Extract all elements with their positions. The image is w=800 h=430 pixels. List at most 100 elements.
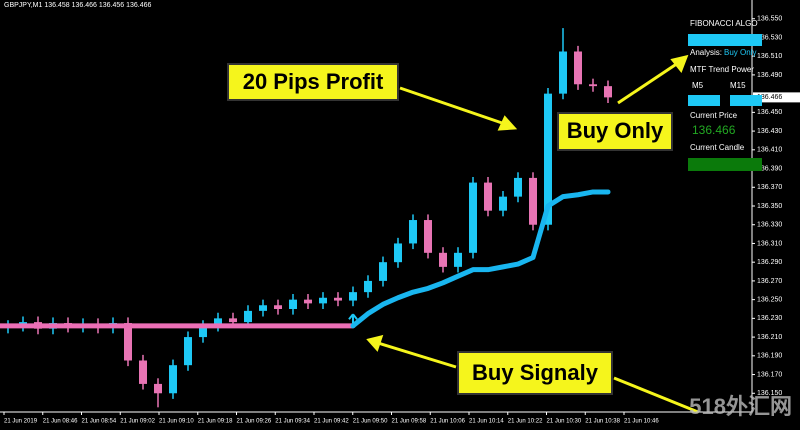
- arrow: [617, 61, 679, 105]
- candle-body: [199, 325, 207, 338]
- arrow-head: [497, 115, 518, 131]
- arrow: [613, 376, 699, 414]
- candle-body: [259, 305, 267, 311]
- candle-body: [214, 318, 222, 326]
- x-tick-label: 21 Jun 09:18: [198, 419, 233, 425]
- candle-body: [544, 93, 552, 225]
- candle-body: [529, 177, 537, 225]
- candle-body: [304, 299, 312, 304]
- arrow: [399, 86, 506, 126]
- x-tick-label: 21 Jun 08:54: [82, 419, 117, 425]
- current-price-box: [753, 92, 800, 103]
- candle-body: [484, 182, 492, 211]
- y-tick-label: 136.370: [757, 184, 782, 191]
- annotation-arrows: [366, 54, 699, 414]
- panel-label: M15: [730, 81, 746, 90]
- y-tick-label: 136.450: [757, 109, 782, 116]
- annotation: Buy Signaly: [472, 360, 599, 385]
- y-tick-label: 136.510: [757, 53, 782, 60]
- panel-title: FIBONACCI ALGO: [690, 19, 758, 28]
- candle-body: [379, 262, 387, 281]
- panel-price: 136.466: [692, 123, 736, 137]
- candle-body: [334, 297, 342, 301]
- indicator-line: [350, 189, 611, 329]
- y-tick-label: 136.270: [757, 278, 782, 285]
- x-tick-label: 21 Jun 10:22: [508, 419, 543, 425]
- panel-label: Current Candle: [690, 143, 745, 152]
- panel-bar: [688, 34, 762, 46]
- panel-label: Analysis:: [690, 48, 722, 57]
- panel-bar: [688, 95, 720, 106]
- candle-body: [169, 365, 177, 394]
- y-tick-label: 136.250: [757, 296, 782, 303]
- y-tick-label: 136.310: [757, 240, 782, 247]
- candle-body: [454, 252, 462, 267]
- candle-body: [469, 182, 477, 253]
- candle-body: [574, 51, 582, 85]
- chart-title: GBPJPY,M1 136.458 136.466 136.456 136.46…: [4, 2, 151, 9]
- arrow-head: [366, 334, 384, 352]
- y-tick-label: 136.530: [757, 34, 782, 41]
- x-tick-label: 21 Jun 09:42: [314, 419, 349, 425]
- x-tick-label: 21 Jun 10:14: [469, 419, 504, 425]
- annotation-box: [457, 351, 613, 395]
- x-tick-label: 21 Jun 09:10: [159, 419, 194, 425]
- x-tick-label: 21 Jun 2019: [4, 419, 38, 425]
- x-tick-label: 21 Jun 10:30: [547, 419, 582, 425]
- candle-body: [349, 292, 357, 301]
- y-tick-label: 136.230: [757, 315, 782, 322]
- candle-body: [439, 252, 447, 267]
- panel-bar: [730, 95, 762, 106]
- x-tick-label: 21 Jun 10:38: [585, 419, 620, 425]
- arrow: [377, 341, 457, 369]
- x-tick-label: 21 Jun 09:58: [392, 419, 427, 425]
- y-tick-label: 136.490: [757, 72, 782, 79]
- candle-body: [274, 305, 282, 309]
- y-tick-label: 136.210: [757, 334, 782, 341]
- buy-arrow: [348, 313, 358, 324]
- y-tick-label: 136.390: [757, 165, 782, 172]
- candle-body: [244, 310, 252, 323]
- x-tick-label: 21 Jun 09:34: [275, 419, 310, 425]
- candle-body: [499, 196, 507, 211]
- x-tick-label: 21 Jun 08:46: [43, 419, 78, 425]
- annotation-box: [557, 112, 673, 151]
- y-tick-label: 136.330: [757, 222, 782, 229]
- x-tick-label: 21 Jun 10:46: [624, 419, 659, 425]
- x-tick-label: 21 Jun 09:26: [237, 419, 272, 425]
- candle-body: [154, 383, 162, 394]
- y-tick-label: 136.430: [757, 128, 782, 135]
- y-tick-label: 136.350: [757, 203, 782, 210]
- candle-body: [139, 360, 147, 384]
- y-tick-label: 136.290: [757, 259, 782, 266]
- panel-label: Current Price: [690, 111, 738, 120]
- candle-body: [394, 243, 402, 263]
- panel-label: M5: [692, 81, 704, 90]
- y-tick-label: 136.410: [757, 147, 782, 154]
- watermark: 518外汇网: [689, 394, 792, 419]
- candle-body: [604, 86, 612, 98]
- annotation: 20 Pips Profit: [243, 69, 384, 94]
- candle-body: [409, 220, 417, 244]
- annotation: Buy Only: [567, 118, 664, 143]
- y-tick-label: 136.150: [757, 390, 782, 397]
- panel-label: MTF Trend Power: [690, 65, 754, 74]
- panel-value: Buy Only: [724, 48, 756, 57]
- current-price-label: 136.466: [757, 94, 782, 101]
- plot: 136.150 136.170 136.190 136.210 136.230 136.2…: [0, 16, 800, 425]
- candle-body: [184, 337, 192, 366]
- candle-body: [319, 297, 327, 304]
- candle-body: [424, 220, 432, 253]
- y-tick-label: 136.170: [757, 371, 782, 378]
- candle-body: [289, 299, 297, 309]
- panel-bar: [688, 158, 762, 171]
- candle-body: [559, 51, 567, 94]
- y-tick-label: 136.190: [757, 353, 782, 360]
- annotation-box: [227, 63, 399, 101]
- candle-body: [514, 177, 522, 197]
- candle-body: [124, 323, 132, 361]
- x-tick-label: 21 Jun 10:06: [430, 419, 465, 425]
- arrow-head: [670, 54, 689, 73]
- candle-body: [364, 280, 372, 293]
